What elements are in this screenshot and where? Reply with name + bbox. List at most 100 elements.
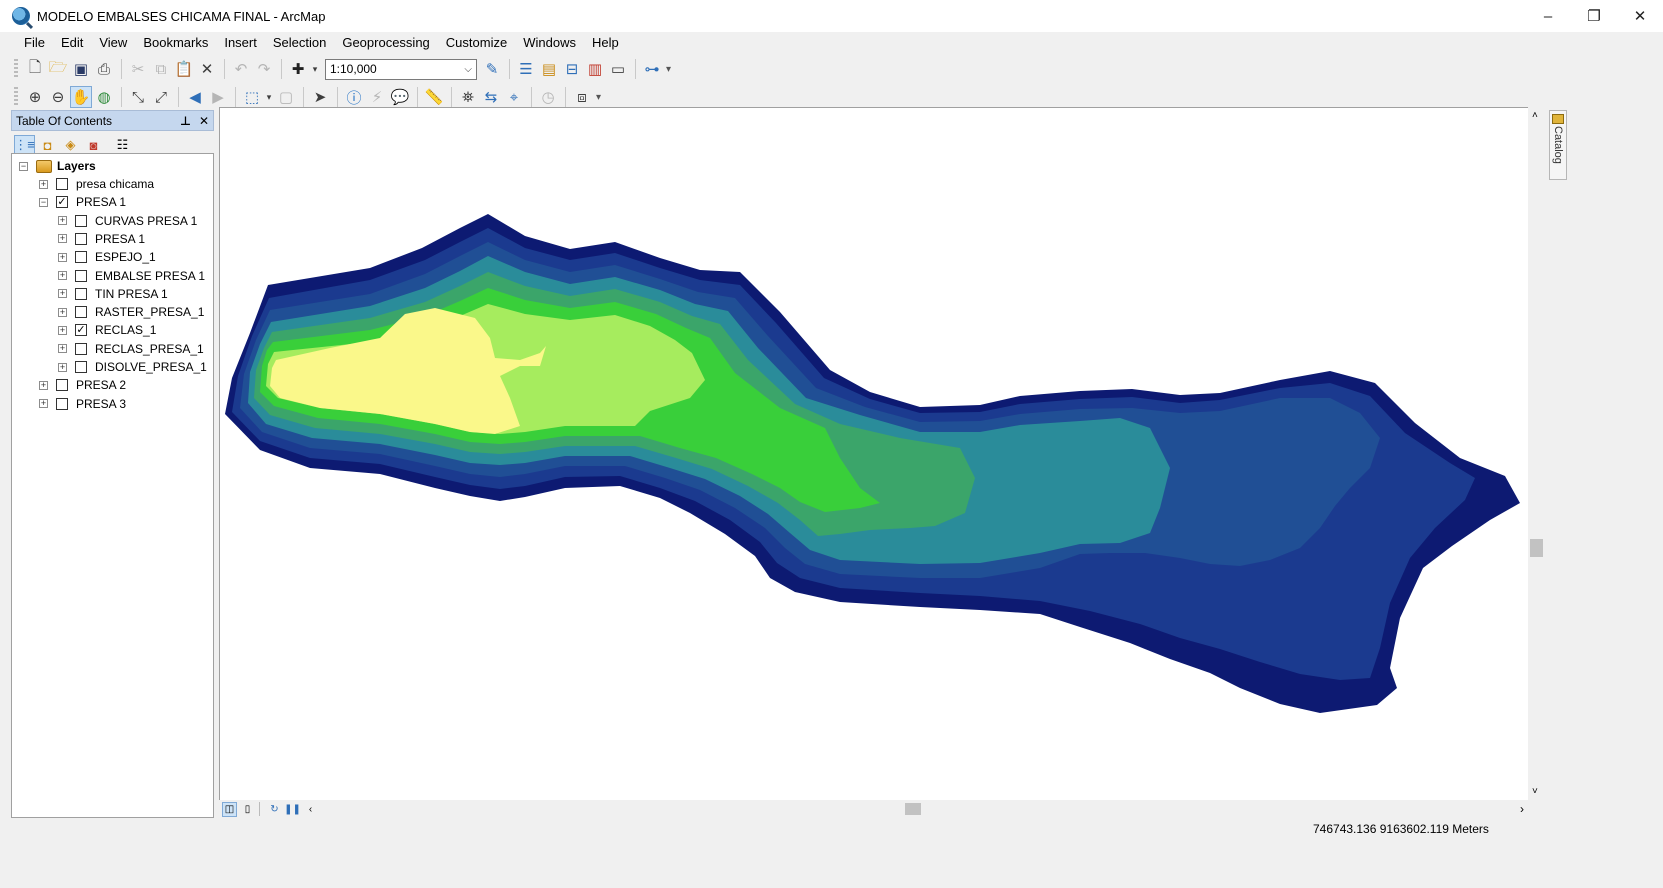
minimize-button[interactable]: – xyxy=(1543,7,1553,25)
layer-label[interactable]: PRESA 3 xyxy=(76,396,127,411)
refresh-icon[interactable]: ↻ xyxy=(270,803,279,815)
layer-visibility-checkbox[interactable] xyxy=(56,397,68,410)
expand-icon[interactable]: + xyxy=(39,379,48,390)
expand-icon[interactable]: + xyxy=(58,306,67,317)
expand-icon[interactable]: + xyxy=(58,361,67,372)
go-to-xy-icon[interactable]: ⌖ xyxy=(509,88,519,106)
pin-icon[interactable]: ⊥ xyxy=(179,113,191,128)
layer-label[interactable]: TIN PRESA 1 xyxy=(95,286,168,301)
pan-hand-icon[interactable]: ✋ xyxy=(70,86,92,108)
save-icon[interactable]: ▣ xyxy=(73,61,89,78)
find-route-icon[interactable]: ⇆ xyxy=(484,89,498,106)
layer-visibility-checkbox[interactable]: ✓ xyxy=(75,323,87,337)
scroll-down-icon[interactable]: ˅ xyxy=(1532,786,1538,797)
menu-help[interactable]: Help xyxy=(591,35,619,50)
expand-icon[interactable]: + xyxy=(58,343,67,354)
toc-options-icon[interactable]: ☷ xyxy=(116,137,129,152)
html-popup-icon[interactable]: 💬 xyxy=(390,89,410,106)
select-dropdown-icon[interactable]: ▾ xyxy=(266,91,272,102)
layer-row[interactable]: + CURVAS PRESA 1 xyxy=(58,212,197,230)
layer-row[interactable]: + PRESA 2 xyxy=(39,376,126,394)
fixed-zoom-in-icon[interactable]: ⤡ xyxy=(131,88,144,106)
zoom-in-icon[interactable]: ⊕ xyxy=(28,89,42,106)
scroll-right-icon[interactable]: › xyxy=(1520,802,1524,816)
layer-visibility-checkbox[interactable] xyxy=(75,269,87,282)
layer-row[interactable]: + PRESA 3 xyxy=(39,395,126,413)
table-of-contents-icon[interactable]: ☰ xyxy=(519,61,533,78)
layer-label[interactable]: CURVAS PRESA 1 xyxy=(95,213,198,228)
layer-row[interactable]: + ✓ RECLAS_1 xyxy=(58,321,156,339)
layer-row[interactable]: + DISOLVE_PRESA_1 xyxy=(58,358,207,376)
fixed-zoom-out-icon[interactable]: ⤢ xyxy=(154,88,167,106)
layer-label[interactable]: presa chicama xyxy=(76,177,155,191)
expand-icon[interactable]: + xyxy=(58,251,67,262)
layer-row[interactable]: + RECLAS_PRESA_1 xyxy=(58,340,204,358)
paste-icon[interactable]: 📋 xyxy=(174,61,194,78)
layer-label[interactable]: RECLAS_PRESA_1 xyxy=(95,341,204,356)
layer-visibility-checkbox[interactable] xyxy=(75,214,87,227)
map-scale-combobox[interactable]: 1:10,000 ⌵ xyxy=(325,58,477,80)
toolbar-grip[interactable] xyxy=(14,59,18,79)
catalog-window-icon[interactable]: ▤ xyxy=(541,61,557,78)
scroll-left-icon[interactable]: ‹ xyxy=(308,803,313,815)
layer-label[interactable]: DISOLVE_PRESA_1 xyxy=(95,360,207,374)
undo-icon[interactable]: ↶ xyxy=(234,61,248,78)
forward-extent-icon[interactable]: ▶ xyxy=(212,89,224,106)
collapse-icon[interactable]: − xyxy=(19,160,28,171)
layer-row[interactable]: + ESPEJO_1 xyxy=(58,248,156,266)
layers-root-row[interactable]: − Layers xyxy=(19,157,96,175)
layer-label[interactable]: RECLAS_1 xyxy=(95,323,157,338)
expand-icon[interactable]: + xyxy=(39,398,48,409)
layer-label[interactable]: EMBALSE PRESA 1 xyxy=(95,268,206,283)
menu-edit[interactable]: Edit xyxy=(60,35,84,50)
layer-visibility-checkbox[interactable]: ✓ xyxy=(56,195,68,209)
full-extent-globe-icon[interactable]: ◍ xyxy=(97,89,111,106)
layer-visibility-checkbox[interactable] xyxy=(75,342,87,355)
layer-visibility-checkbox[interactable] xyxy=(56,379,68,392)
layer-row[interactable]: + presa chicama xyxy=(39,175,154,193)
select-elements-arrow-icon[interactable]: ➤ xyxy=(313,89,327,106)
expand-icon[interactable]: + xyxy=(58,215,67,226)
layer-visibility-checkbox[interactable] xyxy=(75,232,87,245)
add-data-dropdown-icon[interactable]: ▾ xyxy=(312,63,318,74)
close-button[interactable]: ✕ xyxy=(1633,8,1647,25)
menu-windows[interactable]: Windows xyxy=(523,35,576,50)
search-window-icon[interactable]: ⊟ xyxy=(565,61,579,78)
layer-visibility-checkbox[interactable] xyxy=(75,306,87,319)
layer-visibility-checkbox[interactable] xyxy=(75,287,87,300)
chevron-down-icon[interactable]: ⌵ xyxy=(464,63,472,75)
list-by-selection-icon[interactable]: ◙ xyxy=(89,137,98,153)
modelbuilder-icon[interactable]: ⊶ xyxy=(644,61,660,78)
layer-label[interactable]: ESPEJO_1 xyxy=(95,250,156,265)
hyperlink-icon[interactable]: ⚡ xyxy=(371,89,383,106)
layer-row[interactable]: + TIN PRESA 1 xyxy=(58,285,168,303)
menu-file[interactable]: File xyxy=(24,35,45,50)
layer-label[interactable]: RASTER_PRESA_1 xyxy=(95,305,205,320)
time-slider-icon[interactable]: ◷ xyxy=(541,89,555,106)
close-icon[interactable]: ✕ xyxy=(198,113,209,128)
menu-bookmarks[interactable]: Bookmarks xyxy=(143,35,209,50)
open-folder-icon[interactable]: 🗁 xyxy=(48,58,68,76)
expand-icon[interactable]: + xyxy=(58,233,67,244)
back-extent-icon[interactable]: ◀ xyxy=(189,89,201,106)
restore-button[interactable]: ❐ xyxy=(1587,8,1601,25)
toolbar-options-icon[interactable]: ▾ xyxy=(596,91,602,103)
catalog-side-tab[interactable]: Catalog xyxy=(1549,110,1567,180)
layout-view-icon[interactable]: ▯ xyxy=(244,803,251,815)
list-by-drawing-order-icon[interactable]: ⋮≡ xyxy=(14,134,35,156)
layer-label[interactable]: PRESA 1 xyxy=(95,231,146,246)
list-by-source-icon[interactable]: ◘ xyxy=(43,137,52,153)
layer-visibility-checkbox[interactable] xyxy=(56,178,68,190)
menu-geoprocessing[interactable]: Geoprocessing xyxy=(342,35,430,50)
horizontal-scroll-thumb[interactable] xyxy=(905,803,921,815)
layer-visibility-checkbox[interactable] xyxy=(75,361,87,373)
layer-row[interactable]: + RASTER_PRESA_1 xyxy=(58,303,204,321)
editor-toolbar-icon[interactable]: ✎ xyxy=(485,61,499,78)
expand-icon[interactable]: + xyxy=(58,288,67,299)
print-icon[interactable]: ⎙ xyxy=(97,60,110,78)
scroll-up-icon[interactable]: ˄ xyxy=(1532,110,1538,121)
map-vertical-scrollbar[interactable]: ˄ ˅ xyxy=(1528,107,1545,800)
add-data-icon[interactable]: ✚ xyxy=(291,61,305,78)
layer-row[interactable]: − ✓ PRESA 1 xyxy=(39,193,126,211)
expand-icon[interactable]: + xyxy=(58,324,67,335)
